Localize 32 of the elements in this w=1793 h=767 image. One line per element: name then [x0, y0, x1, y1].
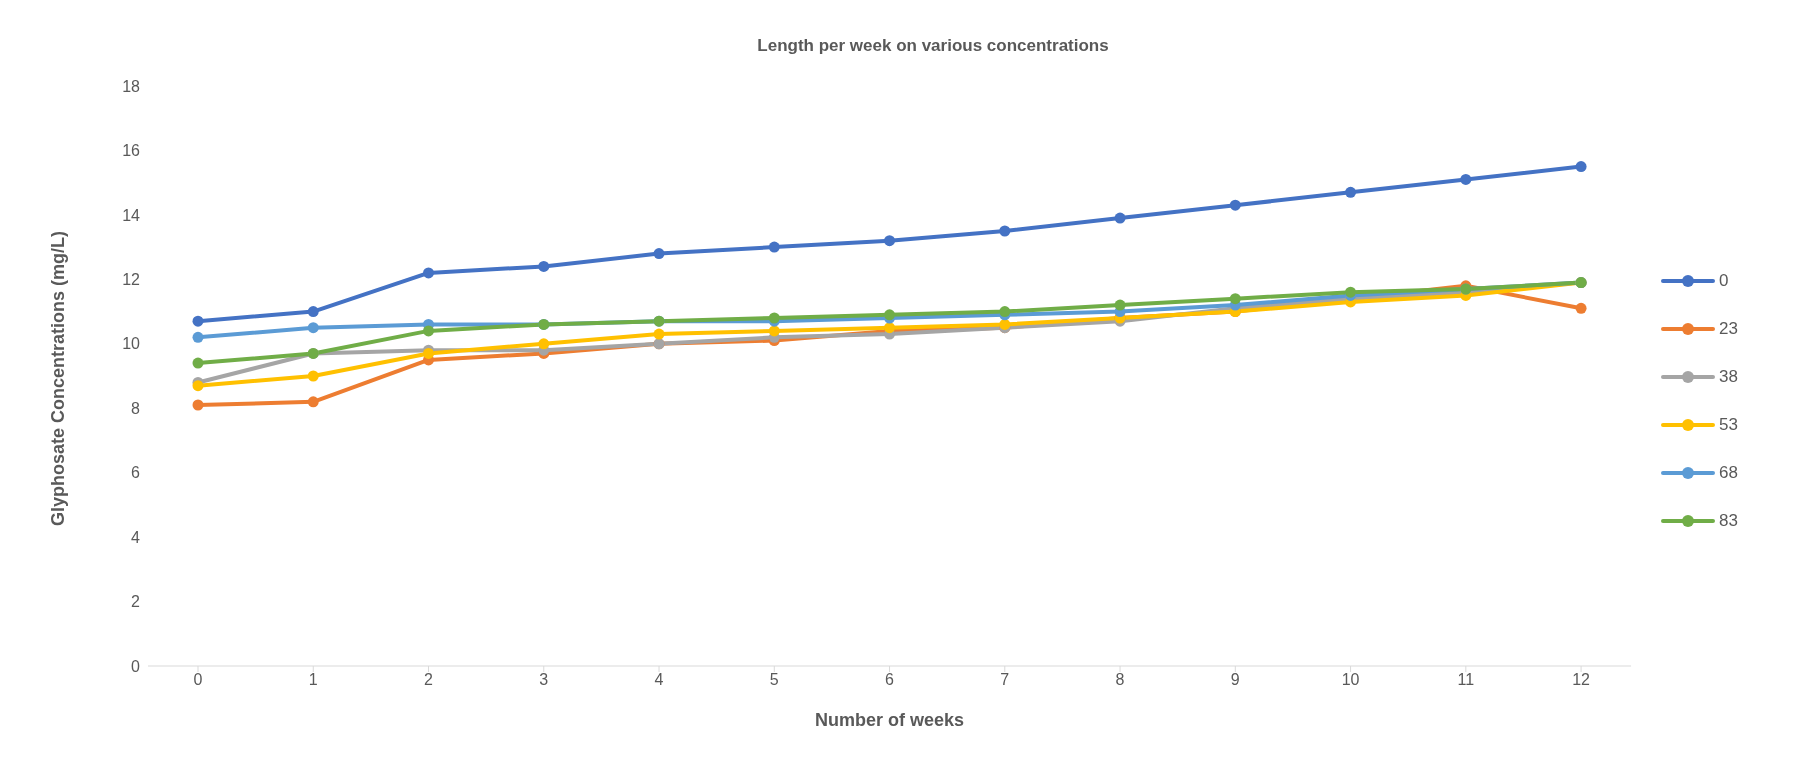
x-tick-label: 4 [654, 671, 664, 689]
chart-title: Length per week on various concentrations [756, 35, 1110, 56]
y-tick-label: 10 [122, 335, 141, 353]
y-tick-label: 18 [122, 77, 141, 95]
y-tick-label: 12 [122, 271, 141, 289]
legend-label: 23 [1719, 319, 1738, 339]
x-tick-label: 3 [539, 671, 549, 689]
x-tick-label: 1 [308, 671, 318, 689]
legend-label: 0 [1719, 271, 1729, 291]
legend-label: 38 [1719, 367, 1738, 387]
y-tick-label: 8 [131, 399, 141, 417]
x-axis-title: Number of weeks [815, 710, 965, 730]
legend-label: 68 [1719, 463, 1738, 483]
y-tick-label: 4 [131, 528, 141, 546]
x-tick-label: 0 [193, 671, 203, 689]
y-tick-label: 16 [122, 142, 141, 160]
y-axis-title: Glyphosate Concentrations (mg/L) [48, 230, 69, 526]
x-tick-label: 10 [1341, 671, 1360, 689]
y-tick-label: 6 [131, 464, 141, 482]
legend-label: 53 [1719, 415, 1738, 435]
x-tick-label: 12 [1572, 671, 1591, 689]
y-tick-label: 0 [131, 657, 141, 675]
x-tick-label: 6 [885, 671, 895, 689]
y-tick-label: 2 [131, 593, 141, 611]
x-tick-label: 7 [1000, 671, 1010, 689]
x-tick-label: 11 [1457, 671, 1475, 689]
x-tick-label: 9 [1230, 671, 1240, 689]
x-tick-label: 2 [424, 671, 434, 689]
legend-label: 83 [1719, 511, 1738, 531]
x-tick-label: 5 [769, 671, 779, 689]
x-tick-label: 8 [1115, 671, 1125, 689]
y-tick-label: 14 [122, 206, 141, 224]
